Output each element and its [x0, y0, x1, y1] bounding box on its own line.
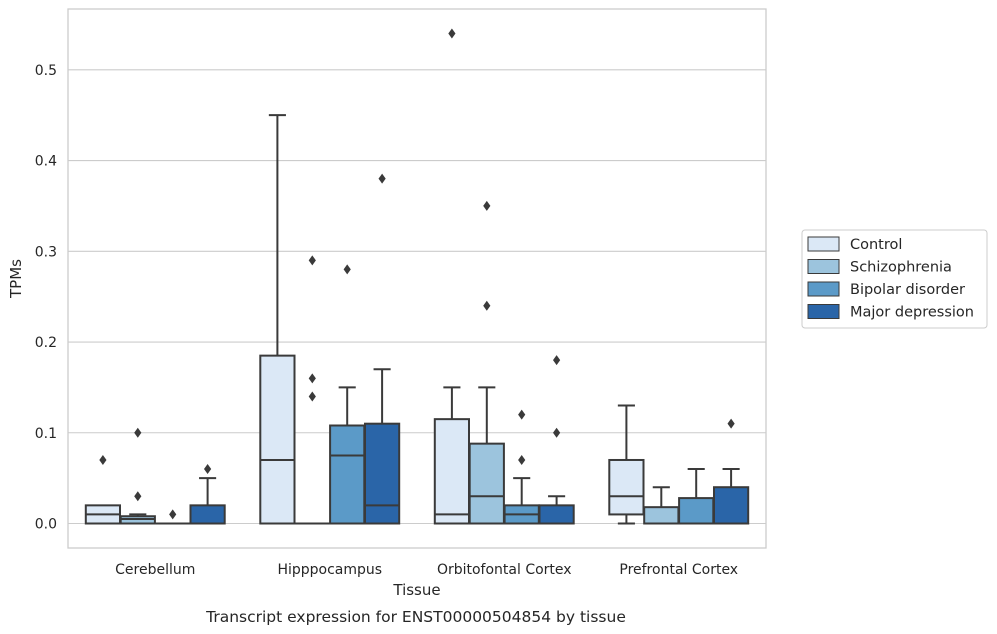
- outlier-point: [169, 509, 177, 520]
- legend-item: Control: [807, 236, 902, 253]
- box-schizophrenia: [295, 255, 330, 525]
- box-body: [678, 497, 715, 525]
- y-tick-label: 0.3: [35, 244, 57, 260]
- legend-label: Bipolar disorder: [850, 282, 965, 298]
- outlier-point: [99, 454, 107, 465]
- legend-swatch: [807, 304, 840, 319]
- gridlines: [68, 69, 766, 525]
- box-body: [433, 418, 471, 525]
- boxes: [84, 28, 750, 525]
- box-major-depression: [538, 355, 575, 525]
- outlier-point: [308, 255, 316, 266]
- outlier-point: [483, 300, 491, 311]
- box-schizophrenia: [643, 486, 680, 525]
- box-body: [608, 458, 645, 516]
- box-control: [84, 454, 122, 525]
- legend-label: Schizophrenia: [850, 260, 952, 276]
- x-tick-label: Hipppocampus: [277, 562, 382, 578]
- outlier-point: [727, 418, 735, 429]
- outlier-point: [518, 409, 526, 420]
- y-tick-label: 0.4: [35, 154, 57, 170]
- box-body: [538, 504, 575, 525]
- legend-swatch: [807, 236, 840, 252]
- box-body: [363, 422, 401, 525]
- y-tick-label: 0.0: [35, 517, 57, 533]
- outlier-point: [483, 200, 491, 211]
- legend-swatch: [807, 259, 840, 274]
- box-bipolar-disorder: [678, 468, 715, 525]
- box-bipolar-disorder: [155, 509, 190, 525]
- outlier-point: [448, 28, 456, 39]
- box-body: [712, 486, 750, 525]
- legend-item: Schizophrenia: [807, 259, 952, 276]
- box-body: [259, 354, 296, 525]
- outlier-point: [134, 491, 142, 502]
- outlier-point: [553, 355, 561, 366]
- x-axis-title: Tissue: [392, 581, 440, 599]
- legend-item: Major depression: [807, 304, 974, 321]
- outlier-point: [378, 173, 386, 184]
- box-body: [189, 504, 226, 525]
- box-bipolar-disorder: [503, 409, 540, 525]
- box-body: [468, 442, 505, 525]
- legend-items: Control Schizophrenia Bipolar disorder Majo…: [807, 236, 974, 321]
- outlier-point: [308, 391, 316, 402]
- y-tick-label: 0.2: [35, 335, 57, 351]
- y-axis-title: TPMs: [7, 259, 25, 299]
- outlier-point: [134, 427, 142, 438]
- box-body: [643, 506, 680, 525]
- legend-frame: [801, 229, 988, 329]
- chart-caption: Transcript expression for ENST0000050485…: [205, 608, 626, 626]
- plot-area-frame: [67, 8, 767, 549]
- outlier-point: [204, 464, 212, 475]
- x-tick-label: Orbitofontal Cortex: [437, 562, 572, 578]
- x-axis-ticks: Cerebellum Hipppocampus Orbitofontal Corte…: [115, 562, 738, 578]
- box-body: [329, 424, 366, 525]
- legend-item: Bipolar disorder: [807, 281, 965, 298]
- box-schizophrenia: [468, 200, 505, 525]
- outlier-point: [308, 373, 316, 384]
- box-control: [259, 114, 296, 525]
- x-tick-label: Cerebellum: [115, 562, 195, 578]
- outlier-point: [553, 427, 561, 438]
- legend: Control Schizophrenia Bipolar disorder Majo…: [801, 229, 988, 329]
- outlier-point: [343, 264, 351, 275]
- box-control: [608, 404, 645, 525]
- box-major-depression: [189, 464, 226, 525]
- outlier-point: [518, 454, 526, 465]
- legend-label: Major depression: [850, 305, 974, 321]
- x-tick-label: Prefrontal Cortex: [619, 562, 738, 578]
- box-control: [433, 28, 471, 525]
- y-tick-label: 0.1: [35, 426, 57, 442]
- box-major-depression: [712, 418, 750, 525]
- box-major-depression: [363, 173, 401, 525]
- y-tick-label: 0.5: [35, 63, 57, 79]
- box-schizophrenia: [119, 427, 156, 525]
- legend-swatch: [807, 281, 840, 297]
- y-axis-ticks: 0.0 0.1 0.2 0.3 0.4 0.5: [35, 63, 57, 533]
- box-bipolar-disorder: [329, 264, 366, 525]
- legend-label: Control: [850, 237, 902, 253]
